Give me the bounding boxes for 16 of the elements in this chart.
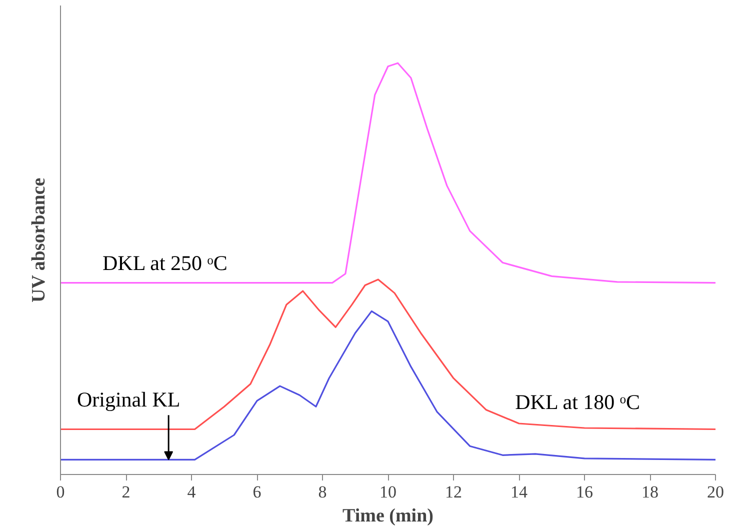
x-tick-label: 8 bbox=[318, 482, 327, 502]
x-tick-label: 6 bbox=[252, 482, 262, 502]
x-tick-label: 2 bbox=[122, 482, 130, 502]
x-tick-label: 18 bbox=[642, 482, 658, 502]
x-tick-label: 4 bbox=[187, 482, 196, 502]
annotation: DKL at 180 ᵒC bbox=[515, 390, 640, 414]
x-axis-title: Time (min) bbox=[342, 506, 434, 526]
annotation: Original KL bbox=[76, 388, 180, 412]
x-tick-label: 16 bbox=[576, 482, 593, 502]
x-tick-label: 0 bbox=[56, 482, 65, 502]
x-tick-label: 10 bbox=[380, 482, 396, 502]
annotation: DKL at 250 ᵒC bbox=[102, 250, 228, 275]
x-tick-label: 14 bbox=[510, 482, 528, 502]
x-tick-label: 12 bbox=[445, 482, 462, 502]
x-tick-label: 20 bbox=[707, 482, 724, 502]
y-axis-title: UV absorbance bbox=[28, 178, 50, 303]
